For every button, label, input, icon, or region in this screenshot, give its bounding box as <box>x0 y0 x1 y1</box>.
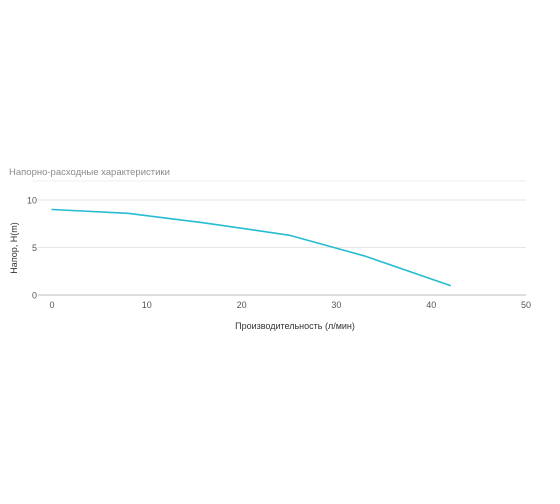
y-axis-label: Напор, H(m) <box>9 222 19 273</box>
x-axis-label: Производительность (л/мин) <box>235 321 355 331</box>
x-tick-label: 30 <box>331 300 341 310</box>
x-tick-label: 0 <box>49 300 54 310</box>
chart-title: Напорно-расходные характеристики <box>9 167 170 178</box>
x-tick-label: 20 <box>237 300 247 310</box>
y-tick-label: 10 <box>27 196 37 206</box>
series-line <box>51 208 451 287</box>
x-tick-label: 10 <box>142 300 152 310</box>
x-tick-label: 50 <box>521 300 531 310</box>
y-tick-label: 0 <box>32 291 37 301</box>
y-tick-label: 5 <box>32 243 37 253</box>
x-tick-label: 40 <box>426 300 436 310</box>
